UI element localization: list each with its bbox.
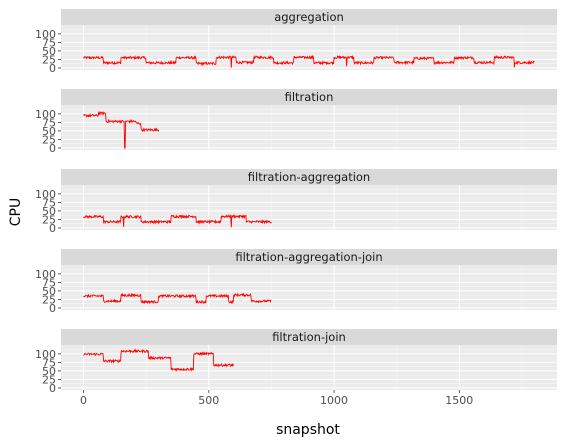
y-tick-label: 75: [42, 196, 56, 209]
facet-panels: aggregation0255075100filtration025507510…: [35, 9, 557, 395]
y-tick-label: 25: [42, 133, 56, 146]
y-tick-label: 0: [49, 382, 56, 395]
y-tick-label: 0: [49, 62, 56, 75]
facet-strip-label: filtration-aggregation-join: [235, 250, 382, 264]
y-tick-label: 25: [42, 293, 56, 306]
y-tick-label: 75: [42, 36, 56, 49]
panel-background: [61, 345, 557, 390]
x-tick-label: 1000: [320, 394, 348, 407]
y-tick-label: 0: [49, 142, 56, 155]
y-tick-label: 50: [42, 45, 56, 58]
series-line-filtration-aggregation-join: [83, 292, 272, 305]
y-tick-label: 0: [49, 222, 56, 235]
x-axis: 0 500 1000 1500: [80, 390, 473, 407]
facet-strip-label: aggregation: [274, 10, 344, 24]
panel-background: [61, 105, 557, 150]
x-tick-label: 0: [80, 394, 87, 407]
facet-strip-label: filtration: [285, 90, 334, 104]
facet-strip-label: filtration-join: [272, 330, 346, 344]
x-axis-title: snapshot: [276, 422, 340, 438]
series-line-filtration: [83, 111, 160, 149]
series-line-filtration-aggregation: [83, 213, 272, 228]
y-tick-label: 50: [42, 285, 56, 298]
series-line-aggregation: [83, 54, 535, 68]
y-tick-label: 75: [42, 116, 56, 129]
panel-background: [61, 265, 557, 310]
y-tick-label: 25: [42, 53, 56, 66]
facet-strip: [61, 89, 557, 105]
y-tick-label: 0: [49, 302, 56, 315]
facet-strip: [61, 9, 557, 25]
facet-strip: [61, 249, 557, 265]
y-tick-label: 75: [42, 276, 56, 289]
y-tick-label: 25: [42, 213, 56, 226]
y-axis-title: CPU: [8, 198, 24, 226]
y-tick-label: 50: [42, 205, 56, 218]
panel-background: [61, 185, 557, 230]
y-tick-label: 100: [35, 188, 56, 201]
facet-strip-label: filtration-aggregation: [248, 170, 370, 184]
y-tick-label: 100: [35, 28, 56, 41]
series-line-filtration-join: [83, 348, 235, 372]
facet-strip: [61, 329, 557, 345]
x-tick-label: 500: [198, 394, 219, 407]
facet-strip: [61, 169, 557, 185]
x-tick-label: 1500: [445, 394, 473, 407]
y-tick-label: 100: [35, 268, 56, 281]
y-tick-label: 50: [42, 125, 56, 138]
y-tick-label: 50: [42, 365, 56, 378]
y-tick-label: 25: [42, 373, 56, 386]
y-tick-label: 75: [42, 356, 56, 369]
y-tick-label: 100: [35, 348, 56, 361]
y-tick-label: 100: [35, 108, 56, 121]
